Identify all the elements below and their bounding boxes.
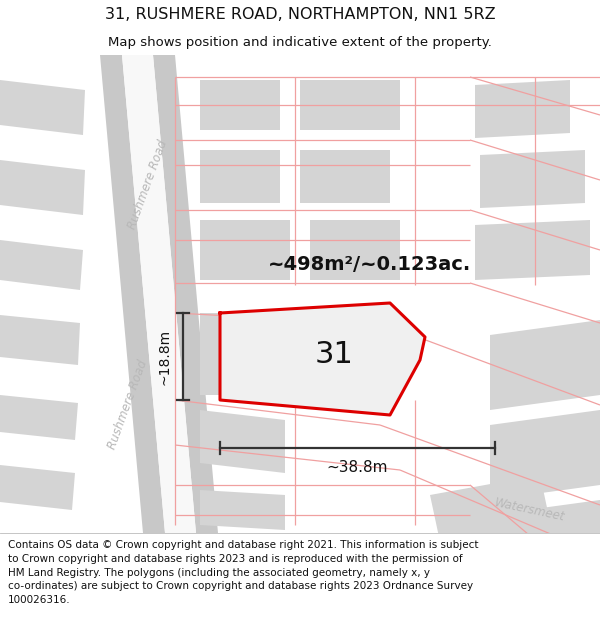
Text: 31: 31 [315, 340, 353, 369]
Text: 31, RUSHMERE ROAD, NORTHAMPTON, NN1 5RZ: 31, RUSHMERE ROAD, NORTHAMPTON, NN1 5RZ [104, 8, 496, 22]
Text: ~18.8m: ~18.8m [158, 328, 172, 384]
Text: ~498m²/~0.123ac.: ~498m²/~0.123ac. [268, 256, 472, 274]
Polygon shape [490, 320, 600, 410]
Polygon shape [390, 533, 490, 595]
Polygon shape [0, 395, 78, 440]
Polygon shape [220, 303, 425, 415]
Text: Watersmeet: Watersmeet [494, 496, 566, 524]
Polygon shape [480, 150, 585, 208]
Polygon shape [0, 465, 75, 510]
Polygon shape [0, 80, 85, 135]
Text: ~38.8m: ~38.8m [327, 461, 388, 476]
Polygon shape [200, 490, 285, 530]
Text: Map shows position and indicative extent of the property.: Map shows position and indicative extent… [108, 36, 492, 49]
Polygon shape [430, 475, 555, 565]
Polygon shape [310, 220, 400, 280]
Polygon shape [490, 500, 600, 580]
Polygon shape [475, 220, 590, 280]
Polygon shape [475, 80, 570, 138]
Polygon shape [200, 410, 285, 473]
Polygon shape [200, 150, 280, 203]
Polygon shape [100, 55, 165, 533]
Polygon shape [122, 55, 196, 533]
Polygon shape [0, 315, 80, 365]
Polygon shape [310, 313, 400, 395]
Polygon shape [300, 150, 390, 203]
Polygon shape [300, 80, 400, 130]
Polygon shape [153, 55, 218, 533]
Text: Contains OS data © Crown copyright and database right 2021. This information is : Contains OS data © Crown copyright and d… [8, 541, 478, 605]
Polygon shape [490, 410, 600, 500]
Polygon shape [200, 313, 295, 395]
Polygon shape [200, 80, 280, 130]
Polygon shape [0, 160, 85, 215]
Text: Rushmere Road: Rushmere Road [106, 359, 150, 451]
Text: Rushmere Road: Rushmere Road [126, 139, 170, 231]
Polygon shape [200, 220, 290, 280]
Polygon shape [0, 240, 83, 290]
